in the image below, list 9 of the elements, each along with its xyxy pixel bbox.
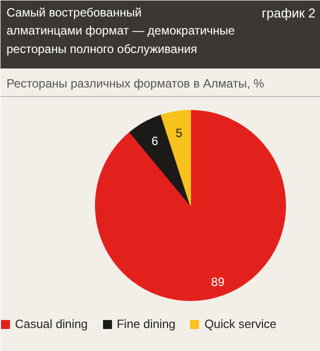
legend-label: Fine dining: [116, 317, 176, 331]
chart-subtitle: Рестораны различных форматов в Алматы, %: [6, 76, 265, 90]
text: график 2: [262, 6, 316, 20]
legend-label: Quick service: [204, 317, 276, 331]
chart-title: Самый востребованный алматинцами формат — демократичные рестораны полного обслуживания: [6, 6, 236, 56]
data-label: 6: [151, 134, 158, 148]
data-label: 5: [176, 126, 183, 140]
legend-label: Casual dining: [15, 317, 88, 331]
data-label: 89: [211, 274, 225, 289]
